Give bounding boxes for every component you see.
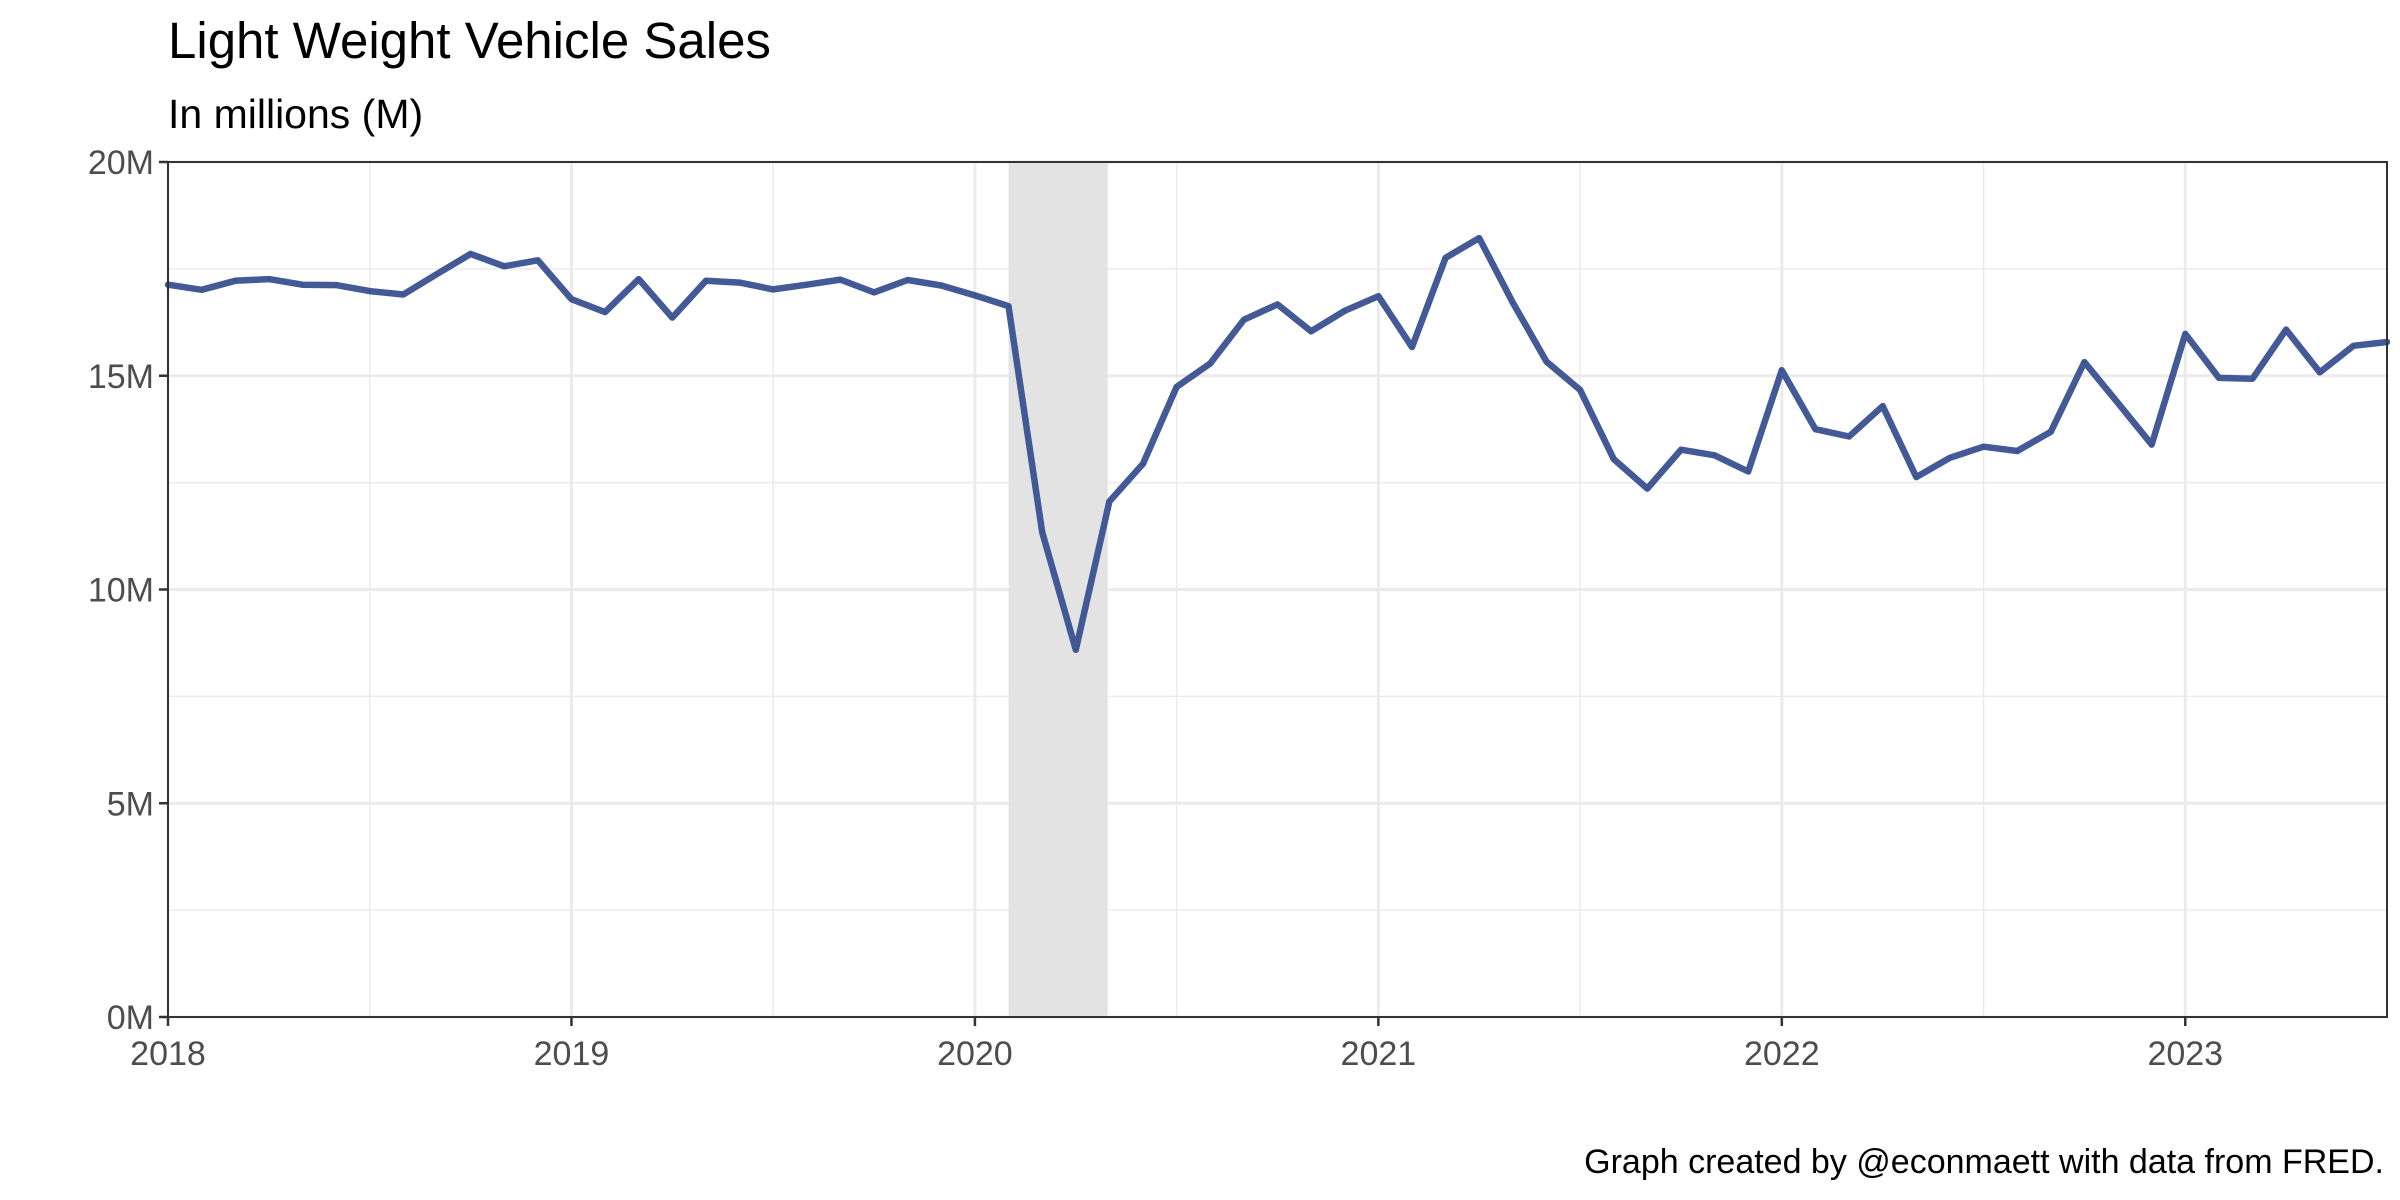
x-tick-label: 2021 <box>1341 1035 1417 1073</box>
data-point <box>1847 435 1851 438</box>
data-point <box>1007 304 1010 308</box>
data-point <box>1746 470 1750 473</box>
axis-layer: 0M 5M 10M 15M 20M 2018 2019 2020 2021 2022 2023 <box>88 144 2223 1073</box>
data-point <box>1175 385 1179 389</box>
data-point <box>233 279 237 283</box>
data-point <box>973 293 977 297</box>
data-point <box>2183 332 2187 336</box>
data-point <box>368 289 372 293</box>
data-point <box>637 277 641 281</box>
data-point <box>1040 530 1044 534</box>
data-point <box>906 278 910 282</box>
chart-title: Light Weight Vehicle Sales <box>168 12 771 69</box>
y-tick-label: 10M <box>88 572 154 610</box>
data-point <box>1477 236 1481 240</box>
data-point <box>805 283 809 287</box>
data-point <box>435 272 439 276</box>
data-point <box>2116 401 2120 405</box>
data-point <box>1107 499 1111 503</box>
data-point <box>1578 388 1582 392</box>
data-point <box>771 287 775 291</box>
grid-layer <box>166 160 2387 1019</box>
data-point <box>1612 457 1616 461</box>
x-tick-label: 2023 <box>2147 1035 2223 1073</box>
data-point <box>872 290 876 294</box>
data-point <box>1813 427 1817 431</box>
data-point <box>301 283 304 287</box>
data-point <box>2150 443 2154 447</box>
y-tick-label: 5M <box>107 785 154 823</box>
series-layer <box>164 234 2391 654</box>
data-point <box>1376 294 1380 298</box>
y-tick-label: 20M <box>88 144 154 182</box>
data-point <box>1141 462 1145 466</box>
data-point <box>939 284 943 287</box>
data-point <box>1074 648 1078 652</box>
data-point <box>1309 329 1313 333</box>
data-point <box>738 281 742 285</box>
data-point <box>2284 328 2288 332</box>
data-point <box>2082 360 2086 364</box>
data-point <box>1276 302 1279 306</box>
data-point <box>1208 361 1212 365</box>
data-point <box>502 264 506 268</box>
data-point <box>1914 475 1918 479</box>
x-tick-label: 2018 <box>130 1035 206 1073</box>
data-point <box>1713 453 1717 457</box>
data-point <box>1444 256 1448 260</box>
data-point <box>670 316 674 320</box>
data-point <box>1780 368 1784 372</box>
chart-subtitle: In millions (M) <box>168 91 423 137</box>
data-point <box>1343 309 1347 313</box>
data-point <box>334 283 338 287</box>
data-point <box>267 277 271 281</box>
data-point <box>603 310 607 314</box>
data-point <box>1982 445 1985 449</box>
data-point <box>1645 487 1649 491</box>
data-point <box>536 258 540 262</box>
data-point <box>2251 377 2254 381</box>
data-point <box>200 288 204 292</box>
data-point <box>1545 360 1548 364</box>
y-tick-label: 0M <box>107 999 154 1037</box>
data-point <box>2049 430 2053 434</box>
data-point <box>1410 345 1414 349</box>
data-point <box>1948 456 1952 460</box>
y-tick-label: 15M <box>88 358 154 396</box>
data-point <box>570 297 573 301</box>
x-tick-label: 2020 <box>937 1035 1013 1073</box>
data-point <box>1679 448 1683 452</box>
x-tick-label: 2019 <box>534 1035 610 1073</box>
data-point <box>1881 404 1885 408</box>
data-point <box>401 293 405 296</box>
data-point <box>1242 318 1246 322</box>
chart-caption: Graph created by @econmaett with data fr… <box>1584 1143 2384 1181</box>
data-point <box>704 279 708 283</box>
data-point <box>2351 344 2355 348</box>
x-tick-label: 2022 <box>1744 1035 1820 1073</box>
data-point <box>838 278 842 282</box>
data-point <box>2318 370 2322 374</box>
data-point <box>2217 376 2221 380</box>
data-point <box>469 252 473 256</box>
data-point <box>2015 449 2019 453</box>
data-point <box>1511 301 1515 305</box>
